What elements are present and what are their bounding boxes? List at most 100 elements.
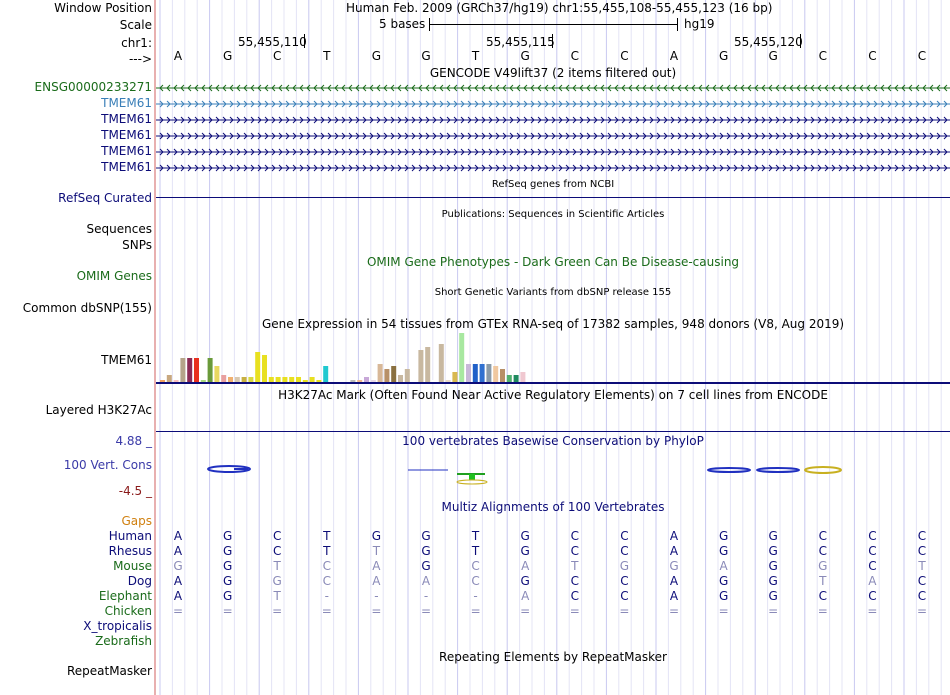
gtex-tissue-bar[interactable] — [411, 380, 417, 383]
multiz-species-label[interactable]: Dog — [127, 574, 152, 588]
gtex-tissue-bar[interactable] — [214, 366, 220, 383]
gtex-tissue-bar[interactable] — [364, 377, 369, 383]
gtex-label[interactable]: TMEM61 — [101, 353, 152, 367]
gencode-track-label[interactable]: TMEM61 — [101, 96, 152, 110]
gtex-tissue-bar[interactable] — [268, 377, 274, 383]
gtex-tissue-bar[interactable] — [357, 380, 363, 383]
gencode-track-label[interactable]: TMEM61 — [101, 128, 152, 142]
gtex-tissue-bar[interactable] — [466, 364, 471, 383]
gtex-tissue-bar[interactable] — [445, 380, 451, 383]
gtex-tissue-bar[interactable] — [228, 377, 233, 383]
gtex-tissue-bar[interactable] — [323, 366, 329, 383]
gtex-tissue-bar[interactable] — [384, 369, 390, 383]
gtex-tissue-bar[interactable] — [234, 377, 240, 383]
gencode-gene-line[interactable] — [156, 82, 950, 94]
gtex-tissue-bar[interactable] — [248, 377, 254, 383]
gtex-tissue-bar[interactable] — [207, 358, 213, 383]
gtex-tissue-bar[interactable] — [520, 372, 526, 383]
gencode-gene-line[interactable] — [156, 130, 950, 142]
multiz-species-label[interactable]: X_tropicalis — [83, 619, 152, 633]
gtex-tissue-bar[interactable] — [479, 364, 485, 383]
gtex-tissue-bar[interactable] — [180, 358, 186, 383]
gtex-tissue-bar[interactable] — [391, 366, 397, 383]
gtex-tissue-bar[interactable] — [160, 380, 165, 383]
snps-label[interactable]: SNPs — [122, 238, 152, 252]
gtex-tissue-bar[interactable] — [166, 375, 172, 383]
gtex-tissue-bar[interactable] — [194, 358, 199, 383]
strand-chevron — [607, 100, 612, 108]
gtex-tissue-bar[interactable] — [493, 366, 499, 383]
strand-arrow-label[interactable]: ---> — [128, 52, 152, 66]
multiz-species-label[interactable]: Human — [108, 529, 152, 543]
gtex-tissue-bar[interactable] — [452, 372, 458, 383]
gencode-gene-line[interactable] — [156, 114, 950, 126]
gtex-tissue-bar[interactable] — [370, 380, 376, 383]
strand-chevron — [712, 116, 717, 124]
gtex-tissue-bar[interactable] — [472, 364, 478, 383]
gtex-tissue-bar[interactable] — [377, 364, 383, 383]
strand-chevron — [397, 84, 402, 92]
gtex-tissue-bar[interactable] — [398, 375, 403, 383]
strand-chevron — [621, 148, 626, 156]
position-tick-3 — [800, 34, 801, 48]
strand-chevron — [922, 148, 927, 156]
gtex-tissue-bar[interactable] — [500, 369, 505, 383]
omim-label[interactable]: OMIM Genes — [76, 269, 152, 283]
multiz-base: A — [521, 559, 530, 573]
gtex-tissue-bar[interactable] — [221, 375, 227, 383]
phylop-logo-track[interactable] — [156, 458, 950, 488]
gtex-tissue-bar[interactable] — [241, 377, 247, 383]
refseq-track-line[interactable] — [156, 197, 950, 198]
gtex-tissue-bar[interactable] — [173, 380, 179, 383]
gtex-tissue-bar[interactable] — [459, 333, 465, 383]
gtex-tissue-bar[interactable] — [432, 380, 437, 383]
phylop-label[interactable]: 100 Vert. Cons — [63, 458, 152, 472]
gtex-tissue-bar[interactable] — [438, 344, 444, 383]
multiz-species-label[interactable]: Rhesus — [108, 544, 152, 558]
h3k27ac-label[interactable]: Layered H3K27Ac — [45, 403, 152, 417]
gtex-tissue-bar[interactable] — [187, 358, 193, 383]
gtex-tissue-bar[interactable] — [316, 380, 322, 383]
multiz-species-label[interactable]: Elephant — [98, 589, 152, 603]
strand-chevron — [712, 148, 717, 156]
gencode-track-label[interactable]: TMEM61 — [101, 160, 152, 174]
multiz-species-label[interactable]: Chicken — [104, 604, 152, 618]
gencode-track-label[interactable]: TMEM61 — [101, 112, 152, 126]
gtex-tissue-bar[interactable] — [513, 375, 519, 383]
gencode-gene-line[interactable] — [156, 162, 950, 174]
sequences-label[interactable]: Sequences — [86, 222, 152, 236]
gtex-tissue-bar[interactable] — [302, 380, 308, 383]
gtex-tissue-bar[interactable] — [255, 352, 261, 383]
gencode-track-label[interactable]: ENSG00000233271 — [34, 80, 152, 94]
strand-chevron — [194, 116, 199, 124]
gtex-tissue-bar[interactable] — [282, 377, 288, 383]
gtex-tissue-bar[interactable] — [425, 347, 431, 383]
gtex-tissue-bar[interactable] — [200, 380, 206, 383]
gaps-label[interactable]: Gaps — [121, 514, 152, 528]
gencode-gene-line[interactable] — [156, 98, 950, 110]
repeatmasker-label[interactable]: RepeatMasker — [66, 664, 152, 678]
refseq-label[interactable]: RefSeq Curated — [58, 191, 152, 205]
gtex-tissue-bar[interactable] — [296, 377, 301, 383]
strand-chevron — [565, 148, 570, 156]
strand-chevron — [810, 84, 815, 92]
gtex-tissue-bar[interactable] — [262, 355, 267, 383]
multiz-species-label[interactable]: Mouse — [113, 559, 152, 573]
gtex-tissue-bar[interactable] — [275, 377, 281, 383]
gtex-tissue-bar[interactable] — [418, 350, 424, 383]
gencode-gene-line[interactable] — [156, 146, 950, 158]
gtex-tissue-bar[interactable] — [289, 377, 295, 383]
gtex-tissue-bar[interactable] — [506, 375, 512, 383]
gencode-track-label[interactable]: TMEM61 — [101, 144, 152, 158]
gtex-tissue-bar[interactable] — [309, 377, 315, 383]
gtex-tissue-bar[interactable] — [404, 369, 410, 383]
multiz-species-label[interactable]: Zebrafish — [95, 634, 152, 648]
strand-chevron — [467, 148, 472, 156]
gtex-bar-chart[interactable] — [156, 331, 950, 387]
gtex-tissue-bar[interactable] — [350, 380, 356, 383]
gtex-tissue-bar[interactable] — [486, 364, 492, 383]
strand-chevron — [509, 84, 514, 92]
strand-chevron — [761, 164, 766, 172]
dbsnp-label[interactable]: Common dbSNP(155) — [22, 301, 152, 315]
strand-chevron — [719, 84, 724, 92]
